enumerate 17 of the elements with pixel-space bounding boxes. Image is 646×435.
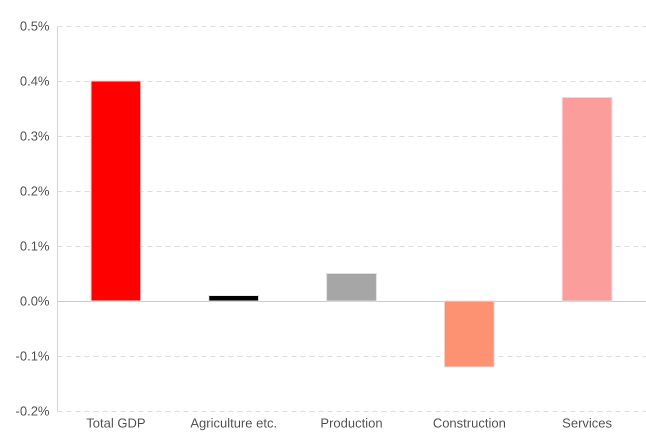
y-tick-label: -0.2% — [16, 404, 50, 418]
x-tick-label: Agriculture etc. — [190, 416, 278, 430]
y-tick-label: 0.2% — [20, 184, 50, 198]
bar — [208, 295, 260, 302]
y-tick-label: 0.3% — [20, 128, 50, 144]
y-tick-label: 0.5% — [20, 18, 50, 34]
x-tick-label: Total GDP — [86, 416, 146, 430]
x-tick-label: Construction — [432, 416, 506, 430]
y-tick-label: 0.4% — [20, 74, 50, 88]
bar — [326, 273, 377, 302]
bar — [444, 300, 495, 368]
y-tick-label: 0.1% — [20, 238, 50, 254]
x-tick-label: Production — [320, 416, 383, 430]
x-tick-label: Services — [562, 416, 613, 430]
bar — [562, 97, 612, 302]
y-tick-label: 0.0% — [20, 294, 50, 308]
y-tick-label: -0.1% — [16, 348, 50, 364]
